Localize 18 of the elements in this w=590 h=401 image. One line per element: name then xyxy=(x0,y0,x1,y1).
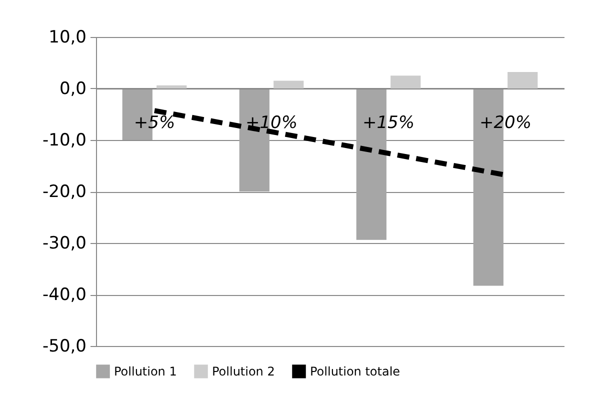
y-tick-label: 0,0 xyxy=(59,79,86,99)
y-tick-label: 10,0 xyxy=(48,28,86,48)
legend-label: Pollution 2 xyxy=(212,364,275,378)
x-tick-label: +15% xyxy=(362,113,415,133)
y-tick-label: -50,0 xyxy=(42,336,86,356)
bar xyxy=(390,76,421,88)
x-tick-label: +5% xyxy=(134,113,176,133)
bar xyxy=(274,80,304,88)
y-tick-label: -40,0 xyxy=(42,285,86,305)
x-tick-label: +10% xyxy=(245,113,298,133)
legend-label: Pollution totale xyxy=(310,364,400,378)
y-tick-label: -10,0 xyxy=(42,130,86,150)
y-tick-label: -20,0 xyxy=(42,182,86,202)
bar xyxy=(156,85,187,88)
bar xyxy=(508,72,538,88)
legend-label: Pollution 1 xyxy=(114,364,177,378)
y-tick-label: -30,0 xyxy=(42,234,86,254)
x-tick-label: +20% xyxy=(479,113,532,133)
